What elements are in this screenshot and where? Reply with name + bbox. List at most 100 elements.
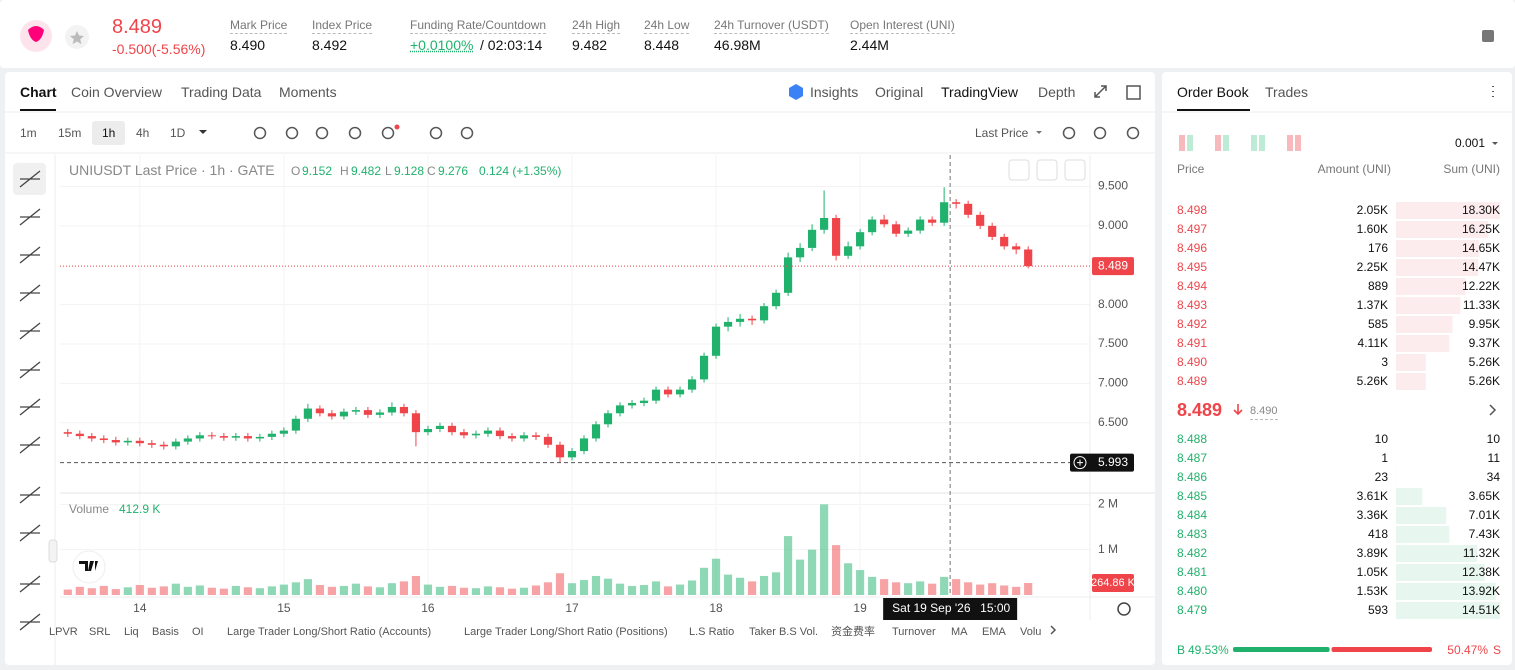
drawing-tool[interactable] bbox=[19, 361, 41, 379]
indicator-button[interactable]: L.S Ratio bbox=[689, 626, 735, 638]
chart-tab[interactable]: Moments bbox=[279, 84, 337, 100]
indicator-button[interactable]: OI bbox=[192, 626, 204, 638]
candle-body bbox=[735, 318, 745, 322]
candle-body bbox=[171, 441, 180, 447]
indicator-button[interactable]: SRL bbox=[89, 626, 111, 638]
toolbar-icon[interactable] bbox=[315, 126, 329, 140]
row-price[interactable]: 8.485 bbox=[1177, 489, 1208, 503]
orderbook-tab[interactable]: Trades bbox=[1265, 84, 1309, 100]
indicator-button[interactable]: Liq bbox=[124, 626, 139, 638]
interval-button[interactable]: 15m bbox=[58, 126, 82, 140]
row-price[interactable]: 8.487 bbox=[1177, 451, 1208, 465]
legend-button[interactable] bbox=[1036, 159, 1058, 181]
toolbar-icon[interactable] bbox=[1062, 126, 1076, 140]
collapse-handle[interactable] bbox=[48, 539, 58, 563]
toolbar-icon[interactable] bbox=[429, 126, 443, 140]
toolbar-icon[interactable] bbox=[381, 126, 395, 140]
row-price[interactable]: 8.481 bbox=[1177, 565, 1208, 579]
chart-tab[interactable]: Trading Data bbox=[181, 84, 262, 100]
candle-body bbox=[375, 412, 385, 415]
drawing-tool[interactable] bbox=[19, 208, 41, 226]
drawing-tool[interactable] bbox=[19, 170, 41, 188]
view-mode-icon[interactable] bbox=[1179, 135, 1185, 151]
interval-button[interactable]: 4h bbox=[136, 126, 150, 140]
add-alert-plus bbox=[1077, 459, 1083, 466]
orderbook-tab[interactable]: Order Book bbox=[1177, 84, 1249, 100]
interval-button[interactable]: 1h bbox=[102, 126, 116, 140]
drawing-tool[interactable] bbox=[19, 575, 41, 593]
row-price[interactable]: 8.483 bbox=[1177, 527, 1208, 541]
candle-body bbox=[315, 408, 324, 414]
indicator-button[interactable]: Basis bbox=[152, 626, 179, 638]
indicator-button[interactable]: Large Trader Long/Short Ratio (Accounts) bbox=[227, 626, 432, 638]
volume-bar bbox=[615, 583, 625, 595]
legend-button[interactable] bbox=[1064, 159, 1086, 181]
drawing-tool[interactable] bbox=[19, 524, 41, 542]
view-tab[interactable]: Insights bbox=[810, 84, 859, 100]
row-price[interactable]: 8.496 bbox=[1177, 241, 1208, 255]
expand-icon[interactable] bbox=[1094, 85, 1107, 98]
row-price[interactable]: 8.479 bbox=[1177, 603, 1208, 617]
row-price[interactable]: 8.486 bbox=[1177, 470, 1208, 484]
row-price[interactable]: 8.498 bbox=[1177, 203, 1208, 217]
drawing-tool[interactable] bbox=[19, 284, 41, 302]
doc-icon[interactable] bbox=[1482, 30, 1494, 42]
chart-tab[interactable]: Chart bbox=[20, 84, 57, 100]
more-arrow[interactable] bbox=[1050, 625, 1057, 635]
row-price[interactable]: 8.492 bbox=[1177, 317, 1208, 331]
row-price[interactable]: 8.489 bbox=[1177, 374, 1208, 388]
add-alert-icon[interactable] bbox=[1073, 456, 1087, 470]
indicator-button[interactable]: Volu bbox=[1020, 626, 1042, 638]
row-price[interactable]: 8.493 bbox=[1177, 298, 1208, 312]
price-type[interactable]: Last Price bbox=[975, 126, 1029, 140]
indicator-button[interactable]: LPVR bbox=[49, 626, 78, 638]
row-amount: 3.89K bbox=[1356, 546, 1388, 560]
row-price[interactable]: 8.494 bbox=[1177, 279, 1208, 293]
window-icon[interactable] bbox=[1126, 85, 1141, 100]
interval-button[interactable]: 1m bbox=[20, 126, 37, 140]
indicator-button[interactable]: Turnover bbox=[892, 626, 936, 638]
chart-tab[interactable]: Coin Overview bbox=[71, 84, 163, 100]
row-price[interactable]: 8.491 bbox=[1177, 336, 1208, 350]
indicator-button[interactable]: 资金费率 bbox=[831, 626, 875, 638]
view-mode-icon[interactable] bbox=[1215, 135, 1221, 151]
indicator-button[interactable]: MA bbox=[951, 626, 968, 638]
chevron[interactable] bbox=[1489, 404, 1497, 416]
drawing-tool[interactable] bbox=[19, 322, 41, 340]
toolbar-icon[interactable] bbox=[348, 126, 362, 140]
view-mode-icon[interactable] bbox=[1251, 135, 1257, 151]
view-tab[interactable]: TradingView bbox=[941, 84, 1019, 100]
interval-button[interactable]: 1D bbox=[170, 126, 186, 140]
reset-icon[interactable] bbox=[1117, 602, 1131, 616]
row-price[interactable]: 8.490 bbox=[1177, 355, 1208, 369]
row-price[interactable]: 8.488 bbox=[1177, 432, 1208, 446]
view-mode-icon[interactable] bbox=[1287, 135, 1293, 151]
row-price[interactable]: 8.495 bbox=[1177, 260, 1208, 274]
volume-bar bbox=[687, 580, 697, 595]
drawing-tool[interactable] bbox=[19, 398, 41, 416]
drawing-tool[interactable] bbox=[19, 613, 41, 631]
view-tab[interactable]: Depth bbox=[1038, 84, 1076, 100]
indicator-button[interactable]: Taker B.S Vol. bbox=[749, 626, 819, 638]
toolbar-icon[interactable] bbox=[253, 126, 267, 140]
toolbar-icon[interactable] bbox=[1093, 126, 1107, 140]
indicator-button[interactable]: EMA bbox=[982, 626, 1006, 638]
row-price[interactable]: 8.484 bbox=[1177, 508, 1208, 522]
legend-button[interactable] bbox=[1008, 159, 1030, 181]
drawing-tool[interactable] bbox=[19, 246, 41, 264]
drawing-tool[interactable] bbox=[19, 436, 41, 454]
indicator-button[interactable]: Large Trader Long/Short Ratio (Positions… bbox=[464, 626, 668, 638]
toolbar-icon[interactable] bbox=[460, 126, 474, 140]
candle-body bbox=[771, 292, 781, 307]
row-price[interactable]: 8.480 bbox=[1177, 584, 1208, 598]
row-price[interactable]: 8.497 bbox=[1177, 222, 1208, 236]
view-tab[interactable]: Original bbox=[875, 84, 924, 100]
toolbar-icon[interactable] bbox=[1126, 126, 1140, 140]
interval-selected bbox=[92, 121, 125, 145]
drawing-tool[interactable] bbox=[19, 486, 41, 504]
volume-bar bbox=[1000, 585, 1009, 595]
row-price[interactable]: 8.482 bbox=[1177, 546, 1208, 560]
tick-size[interactable]: 0.001 bbox=[1455, 136, 1486, 150]
toolbar-icon[interactable] bbox=[285, 126, 299, 140]
